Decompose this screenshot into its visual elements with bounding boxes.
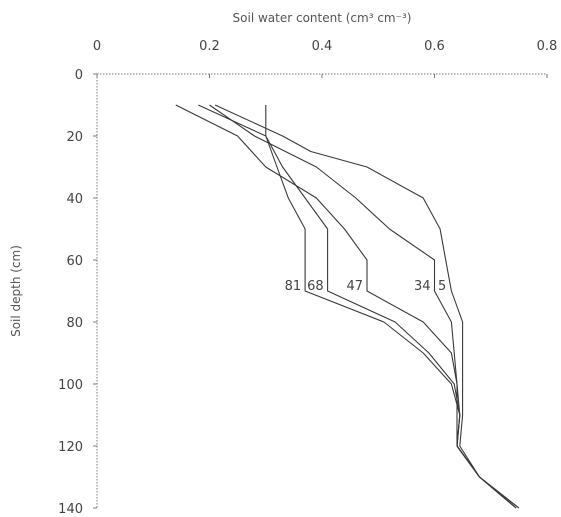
x-tick-label: 0.2 (199, 39, 220, 54)
x-tick-label: 0.6 (424, 39, 445, 54)
series-label-5: 5 (438, 279, 446, 294)
series-line-5 (214, 104, 520, 509)
series-line-34 (209, 104, 517, 509)
x-axis-title: Soil water content (cm³ cm⁻³) (233, 11, 412, 25)
series-label-34: 34 (414, 279, 431, 294)
y-tick-label: 0 (75, 68, 83, 83)
series-line-68 (198, 104, 517, 509)
x-tick-label: 0.8 (537, 39, 558, 54)
series-lines (175, 104, 520, 509)
y-ticks: 0 20 40 60 80 100 120 140 (58, 68, 97, 517)
series-label-47: 47 (346, 279, 363, 294)
x-tick-label: 0.4 (312, 39, 333, 54)
y-axis-title: Soil depth (cm) (9, 245, 23, 337)
series-labels: 81 68 47 34 5 (285, 279, 447, 294)
y-tick-label: 80 (66, 316, 83, 331)
y-tick-label: 100 (58, 378, 83, 393)
y-tick-label: 20 (66, 130, 83, 145)
y-tick-label: 40 (66, 192, 83, 207)
series-label-68: 68 (307, 279, 324, 294)
y-tick-label: 140 (58, 502, 83, 517)
x-tick-label: 0 (93, 39, 101, 54)
x-ticks: 0 0.2 0.4 0.6 0.8 (93, 39, 557, 78)
series-label-81: 81 (285, 279, 302, 294)
series-line-81 (265, 105, 520, 509)
y-tick-label: 60 (66, 254, 83, 269)
y-tick-label: 120 (58, 440, 83, 455)
